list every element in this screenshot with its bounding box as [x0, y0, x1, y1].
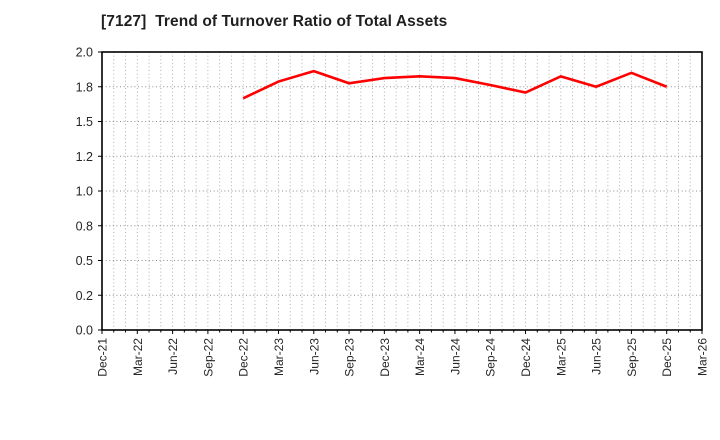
x-tick-label: Dec-24: [519, 338, 533, 377]
y-tick-label: 1.0: [76, 185, 93, 199]
x-tick-label: Jun-24: [448, 338, 462, 375]
x-tick-label: Sep-23: [343, 338, 357, 377]
y-tick-label: 0.8: [76, 219, 93, 233]
x-tick-label: Sep-22: [201, 338, 215, 377]
y-tick-label: 1.8: [76, 80, 93, 94]
y-tick-label: 2.0: [76, 46, 93, 60]
x-tick-labels: Dec-21 Mar-22 Jun-22 Sep-22 Dec-22 Mar-23 Jun-…: [96, 338, 710, 377]
x-tick-label: Sep-25: [625, 338, 639, 377]
y-tick-labels: 0.0 0.2 0.5 0.8 1.0 1.2 1.5 1.8 2.0: [76, 46, 93, 338]
x-tick-label: Dec-25: [660, 338, 674, 377]
series-line: [242, 69, 668, 100]
x-tick-label: Jun-22: [166, 338, 180, 375]
x-tick-label: Jun-23: [307, 338, 321, 375]
x-tick-label: Dec-22: [237, 338, 251, 377]
x-gridlines: [113, 52, 691, 330]
y-tick-label: 0.0: [76, 324, 93, 338]
y-tick-label: 1.5: [76, 115, 93, 129]
x-tick-label: Dec-21: [96, 338, 110, 377]
x-tick-label: Mar-25: [554, 338, 568, 376]
x-tick-label: Jun-25: [590, 338, 604, 375]
plot-border: [101, 51, 703, 331]
x-tick-label: Mar-23: [272, 338, 286, 376]
y-tick-label: 0.5: [76, 254, 93, 268]
x-tick-label: Dec-23: [378, 338, 392, 377]
y-gridlines: [102, 86, 702, 296]
chart-title: [7127] Trend of Turnover Ratio of Total …: [101, 13, 448, 30]
y-tick-label: 1.2: [76, 150, 93, 164]
x-tick-label: Mar-24: [413, 338, 427, 376]
x-tick-label: Mar-26: [696, 338, 710, 376]
x-tick-label: Mar-22: [131, 338, 145, 376]
x-tick-label: Sep-24: [484, 338, 498, 377]
y-tick-label: 0.2: [76, 289, 93, 303]
